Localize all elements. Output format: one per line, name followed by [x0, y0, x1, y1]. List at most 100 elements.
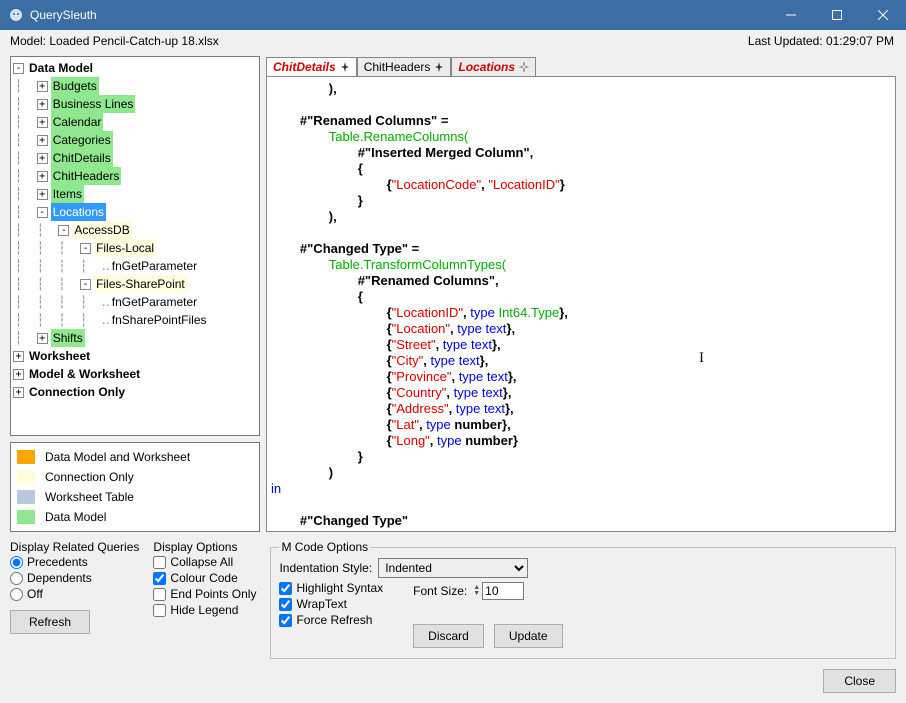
tab[interactable]: ChitHeaders [357, 57, 452, 77]
tab-bar: ChitDetails ChitHeadersLocations [266, 56, 896, 76]
expander-icon[interactable]: - [80, 279, 91, 290]
update-button[interactable]: Update [494, 624, 563, 648]
tab[interactable]: ChitDetails [266, 57, 357, 77]
display-check[interactable] [153, 572, 166, 585]
fontsize-spinner[interactable]: ▲▼ [473, 585, 480, 597]
tree-item[interactable]: Categories [51, 131, 113, 149]
expander-icon[interactable]: + [37, 171, 48, 182]
legend-label: Connection Only [45, 470, 134, 484]
tree-item[interactable]: Files-SharePoint [94, 275, 187, 293]
code-line: in [271, 481, 891, 497]
fontsize-input[interactable] [482, 582, 524, 600]
status-line: Model: Loaded Pencil-Catch-up 18.xlsx La… [0, 30, 906, 52]
tab-label: ChitDetails [273, 60, 336, 74]
expander-icon[interactable]: + [37, 117, 48, 128]
content-area: -Data Model┆ +Budgets┆ +Business Lines┆ … [0, 52, 906, 534]
tree-item[interactable]: Calendar [51, 113, 104, 131]
legend-swatch [17, 450, 35, 464]
refresh-button[interactable]: Refresh [10, 610, 90, 634]
display-options-title: Display Options [153, 540, 237, 554]
force-check[interactable] [279, 614, 292, 627]
expander-icon[interactable]: + [37, 135, 48, 146]
force-label: Force Refresh [296, 613, 372, 627]
expander-icon[interactable]: + [37, 153, 48, 164]
related-radio[interactable] [10, 556, 23, 569]
expander-icon[interactable]: + [13, 387, 24, 398]
tree-item[interactable]: fnGetParameter [110, 293, 199, 311]
indent-select[interactable]: Indented [378, 558, 528, 578]
titlebar: QuerySleuth [0, 0, 906, 30]
related-queries-title: Display Related Queries [10, 540, 139, 554]
highlight-check[interactable] [279, 582, 292, 595]
display-options-group: Display Options Collapse All Colour Code… [153, 540, 256, 618]
tab[interactable]: Locations [451, 57, 536, 77]
wrap-check[interactable] [279, 598, 292, 611]
expander-icon[interactable]: + [37, 99, 48, 110]
code-line: {"Long", type number} [271, 433, 891, 449]
code-line: {"Location", type text}, [271, 321, 891, 337]
related-radio[interactable] [10, 572, 23, 585]
tree-item[interactable]: Business Lines [51, 95, 136, 113]
expander-icon[interactable]: - [58, 225, 69, 236]
code-line: { [271, 289, 891, 305]
code-line: {"Address", type text}, [271, 401, 891, 417]
check-label: Collapse All [170, 555, 233, 569]
model-status: Model: Loaded Pencil-Catch-up 18.xlsx [10, 34, 219, 48]
expander-icon[interactable]: + [13, 351, 24, 362]
app-icon [8, 7, 24, 23]
display-check[interactable] [153, 588, 166, 601]
code-line: ) [271, 465, 891, 481]
discard-button[interactable]: Discard [413, 624, 484, 648]
minimize-button[interactable] [768, 0, 814, 30]
tree-item[interactable]: AccessDB [72, 221, 131, 239]
tree-section[interactable]: Worksheet [27, 347, 92, 365]
pin-icon[interactable] [519, 62, 529, 72]
code-line: ), [271, 209, 891, 225]
close-window-button[interactable] [860, 0, 906, 30]
tree-scroll[interactable]: -Data Model┆ +Budgets┆ +Business Lines┆ … [11, 57, 259, 435]
code-line: {"LocationCode", "LocationID"} [271, 177, 891, 193]
expander-icon[interactable]: + [37, 81, 48, 92]
expander-icon[interactable]: + [37, 189, 48, 200]
code-line [271, 497, 891, 513]
tree-item[interactable]: fnGetParameter [110, 257, 199, 275]
tree-item[interactable]: Items [51, 185, 84, 203]
right-column: ChitDetails ChitHeadersLocations ), #"Ren… [266, 56, 896, 532]
display-check[interactable] [153, 604, 166, 617]
tree-item[interactable]: ChitHeaders [51, 167, 122, 185]
mcode-options-group: M Code Options Indentation Style: Indent… [270, 540, 896, 659]
tree-item[interactable]: Files-Local [94, 239, 156, 257]
code-line [271, 97, 891, 113]
display-check[interactable] [153, 556, 166, 569]
highlight-label: Highlight Syntax [296, 581, 383, 595]
expander-icon[interactable]: - [37, 207, 48, 218]
code-line: Table.TransformColumnTypes( [271, 257, 891, 273]
code-line: ), [271, 81, 891, 97]
tree-item[interactable]: Locations [51, 203, 106, 221]
indent-label: Indentation Style: [279, 561, 372, 575]
tree-section[interactable]: Connection Only [27, 383, 127, 401]
close-button[interactable]: Close [823, 669, 896, 693]
code-line: } [271, 449, 891, 465]
expander-icon[interactable]: + [37, 333, 48, 344]
related-queries-group: Display Related Queries Precedents Depen… [10, 540, 139, 602]
code-editor[interactable]: ), #"Renamed Columns" = Table.RenameColu… [266, 76, 896, 532]
fontsize-label: Font Size: [413, 584, 467, 598]
maximize-button[interactable] [814, 0, 860, 30]
related-radio[interactable] [10, 588, 23, 601]
tree-item[interactable]: ChitDetails [51, 149, 113, 167]
tree-section[interactable]: Model & Worksheet [27, 365, 142, 383]
code-line: #"Changed Type" = [271, 241, 891, 257]
expander-icon[interactable]: - [80, 243, 91, 254]
pin-icon[interactable] [434, 62, 444, 72]
radio-label: Precedents [27, 555, 88, 569]
tree-item[interactable]: Budgets [51, 77, 99, 95]
expander-icon[interactable]: - [13, 63, 24, 74]
tree-item[interactable]: fnSharePointFiles [110, 311, 209, 329]
text-cursor: I [699, 350, 704, 366]
pin-icon[interactable] [340, 62, 350, 72]
code-line: {"Street", type text}, [271, 337, 891, 353]
expander-icon[interactable]: + [13, 369, 24, 380]
tree-root[interactable]: Data Model [27, 59, 95, 77]
tree-item[interactable]: Shifts [51, 329, 85, 347]
